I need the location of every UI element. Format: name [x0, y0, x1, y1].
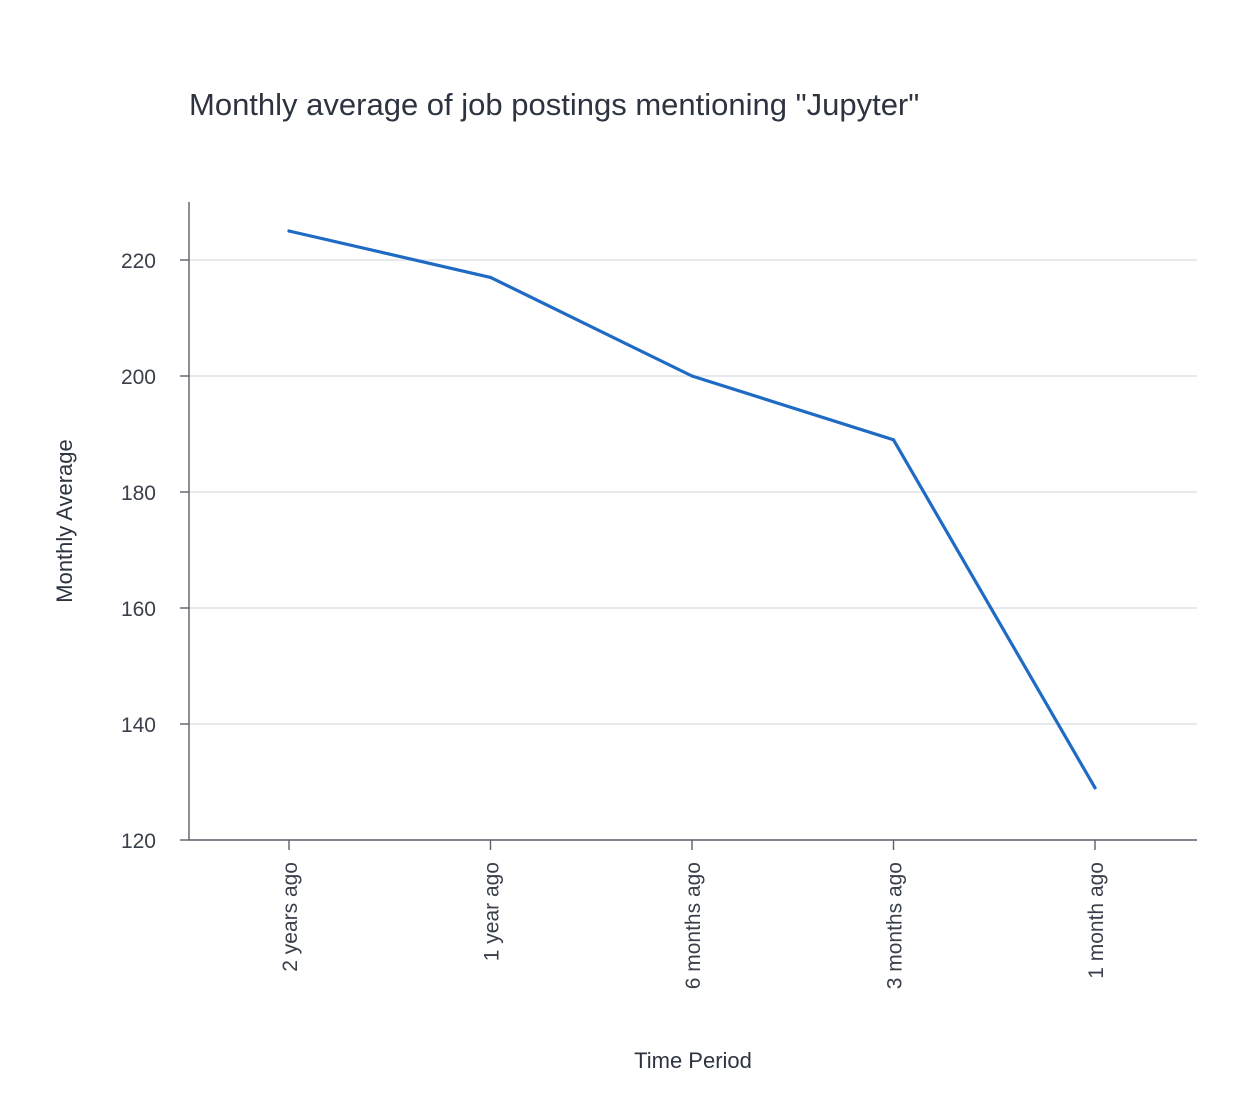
y-tick-label: 180 — [121, 482, 156, 505]
data-point — [891, 438, 896, 442]
chart-title: Monthly average of job postings mentioni… — [189, 87, 919, 122]
y-tick-label: 140 — [121, 714, 156, 737]
y-axis-label: Monthly Average — [52, 439, 77, 602]
y-tick-label: 220 — [121, 250, 156, 273]
data-point — [488, 275, 493, 279]
x-tick-label: 1 year ago — [481, 862, 504, 961]
axes — [188, 202, 1197, 841]
grid — [189, 259, 1197, 725]
y-tick-label: 200 — [121, 366, 156, 389]
y-ticks: 120 140 160 180 200 220 — [121, 250, 189, 853]
series-line — [287, 229, 1097, 790]
series — [287, 229, 1097, 790]
x-tick-label: 6 months ago — [682, 862, 705, 989]
data-point — [690, 374, 694, 378]
x-ticks: 2 years ago 1 year ago 6 months ago 3 month… — [279, 840, 1108, 989]
x-tick-label: 1 month ago — [1085, 862, 1108, 979]
y-tick-label: 120 — [121, 830, 156, 853]
data-point — [1093, 786, 1097, 790]
x-tick-label: 3 months ago — [884, 862, 907, 989]
y-tick-label: 160 — [121, 598, 156, 621]
x-tick-label: 2 years ago — [279, 862, 302, 972]
x-axis-label: Time Period — [634, 1048, 752, 1073]
data-point — [287, 229, 291, 233]
